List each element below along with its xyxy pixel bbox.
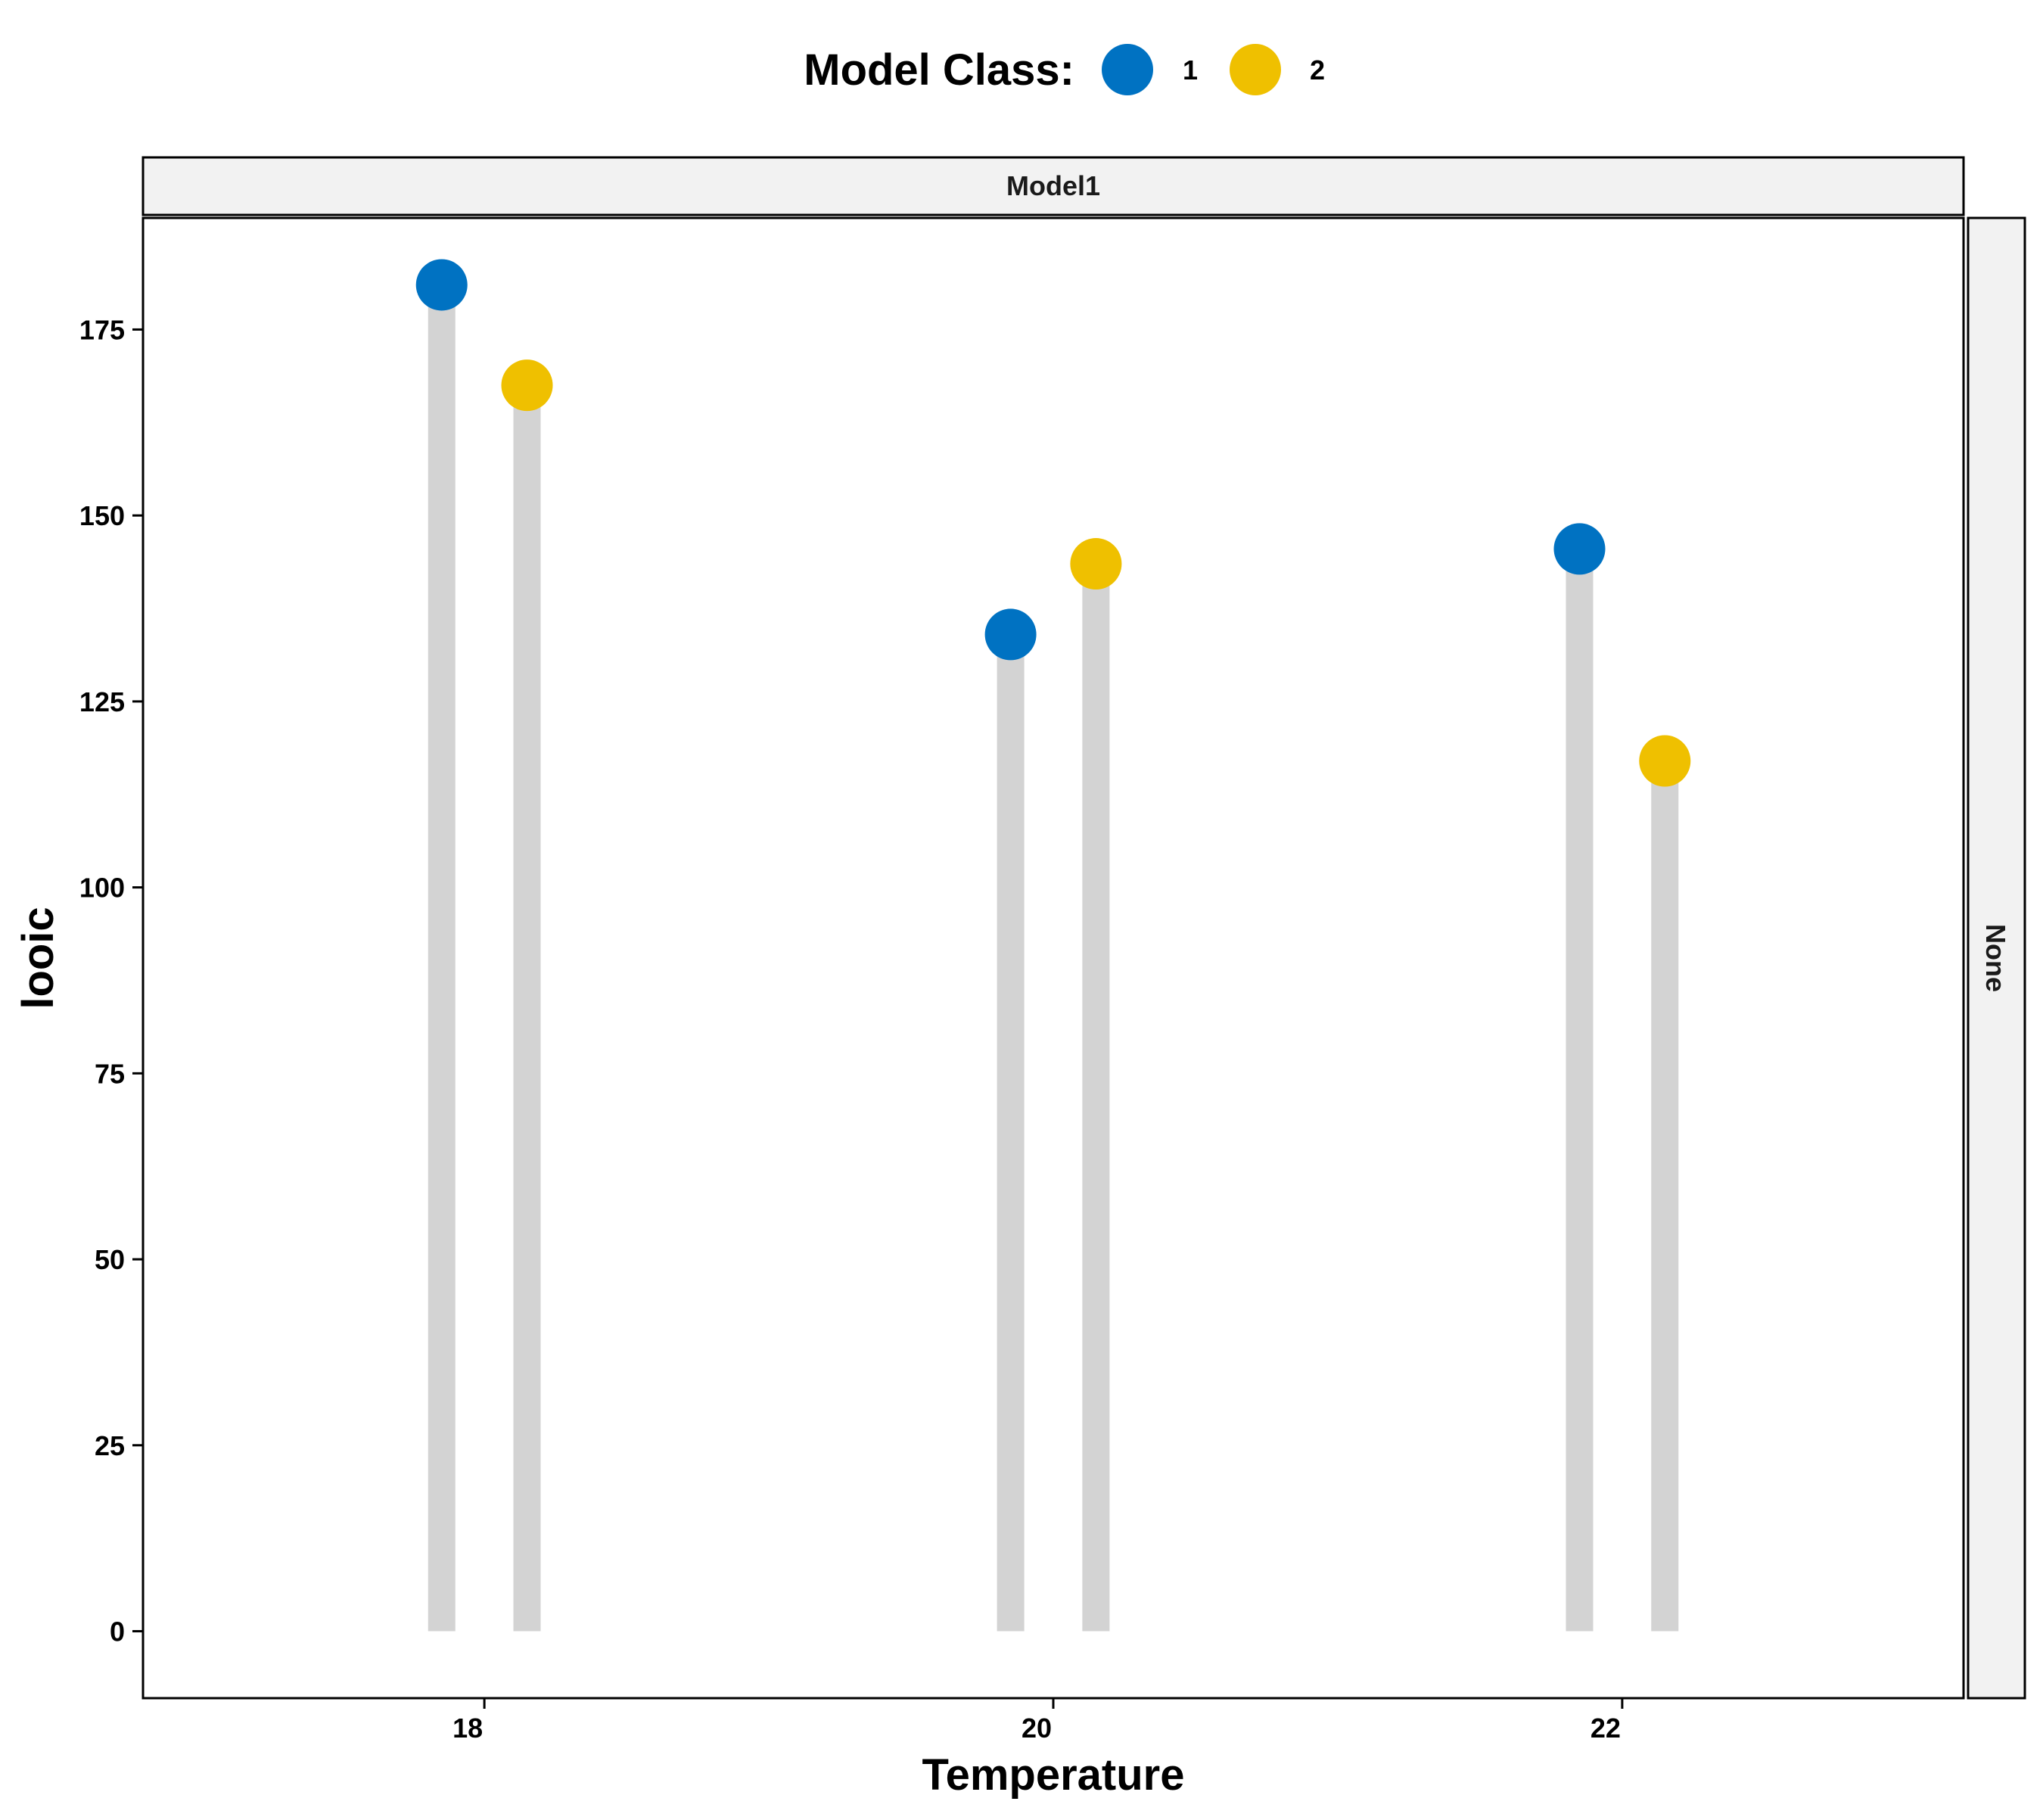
legend-title: Model Class:	[804, 45, 1074, 95]
y-tick-label-150: 150	[79, 500, 125, 531]
facet-strip-right-box	[1967, 216, 2026, 1700]
legend-label-2: 2	[1310, 54, 1325, 86]
y-tick-label-75: 75	[95, 1058, 125, 1089]
facet-strip-top-box	[141, 156, 1965, 216]
y-tick-label-50: 50	[95, 1244, 125, 1275]
x-axis: 18 20 22	[452, 1698, 1624, 1744]
y-tick-label-125: 125	[79, 686, 125, 717]
x-tick-label-18: 18	[452, 1713, 483, 1744]
point-series-2-x-20	[1070, 538, 1122, 590]
stems-layer	[428, 285, 1679, 1632]
x-tick-label-20: 20	[1022, 1713, 1052, 1744]
facet-strip-right-label: None	[1980, 924, 2011, 992]
y-tick-label-175: 175	[79, 314, 125, 345]
point-series-2-x-22	[1639, 735, 1691, 787]
x-tick-label-22: 22	[1591, 1713, 1621, 1744]
point-series-1-x-18	[415, 259, 468, 311]
point-series-2-x-18	[501, 359, 553, 412]
facet-strip-top: Model1	[141, 156, 1965, 216]
x-axis-title: Temperature	[922, 1750, 1184, 1800]
facet-strip-top-label: Model1	[1006, 170, 1100, 201]
y-tick-label-100: 100	[79, 873, 125, 904]
legend-swatch-1	[1102, 44, 1153, 95]
facet-strip-right: None	[1967, 216, 2026, 1700]
y-axis-title: looic	[14, 907, 63, 1009]
point-series-1-x-20	[984, 608, 1037, 661]
plot-panel	[141, 216, 1965, 1700]
y-tick-label-25: 25	[95, 1430, 125, 1461]
legend: Model Class: 1 2	[804, 44, 1325, 95]
y-tick-label-0: 0	[110, 1616, 125, 1647]
points-layer	[415, 259, 1691, 787]
y-axis: 0 25 50 75 100 125 150 175	[79, 314, 143, 1647]
point-series-1-x-22	[1553, 523, 1606, 575]
legend-swatch-2	[1230, 44, 1281, 95]
legend-label-1: 1	[1183, 54, 1198, 86]
